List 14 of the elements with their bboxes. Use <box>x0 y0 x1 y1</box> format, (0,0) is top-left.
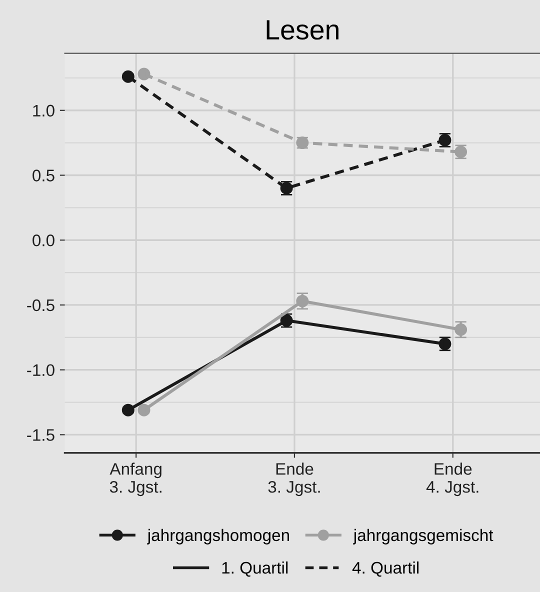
y-tick-label: -1.0 <box>27 364 54 376</box>
legend-label: jahrgangshomogen <box>146 528 289 544</box>
chart-title: Lesen <box>266 20 338 40</box>
y-tick-label: 1.0 <box>33 104 54 117</box>
x-tick-label: Ende 4. Jgst. <box>426 462 478 496</box>
y-tick-label: 0.5 <box>32 170 54 182</box>
text: 1. Quartil <box>222 561 288 577</box>
y-tick-label: -0.5 <box>27 299 54 312</box>
x-tick-label: Ende 3. Jgst. <box>268 462 320 496</box>
text: 4. Quartil <box>352 561 419 577</box>
y-tick-label: 0.0 <box>32 234 54 246</box>
x-tick-label: Anfang 3. Jgst. <box>110 462 162 496</box>
legend-label: jahrgangsgemischt <box>352 528 494 544</box>
y-tick-label: -1.5 <box>27 429 54 441</box>
